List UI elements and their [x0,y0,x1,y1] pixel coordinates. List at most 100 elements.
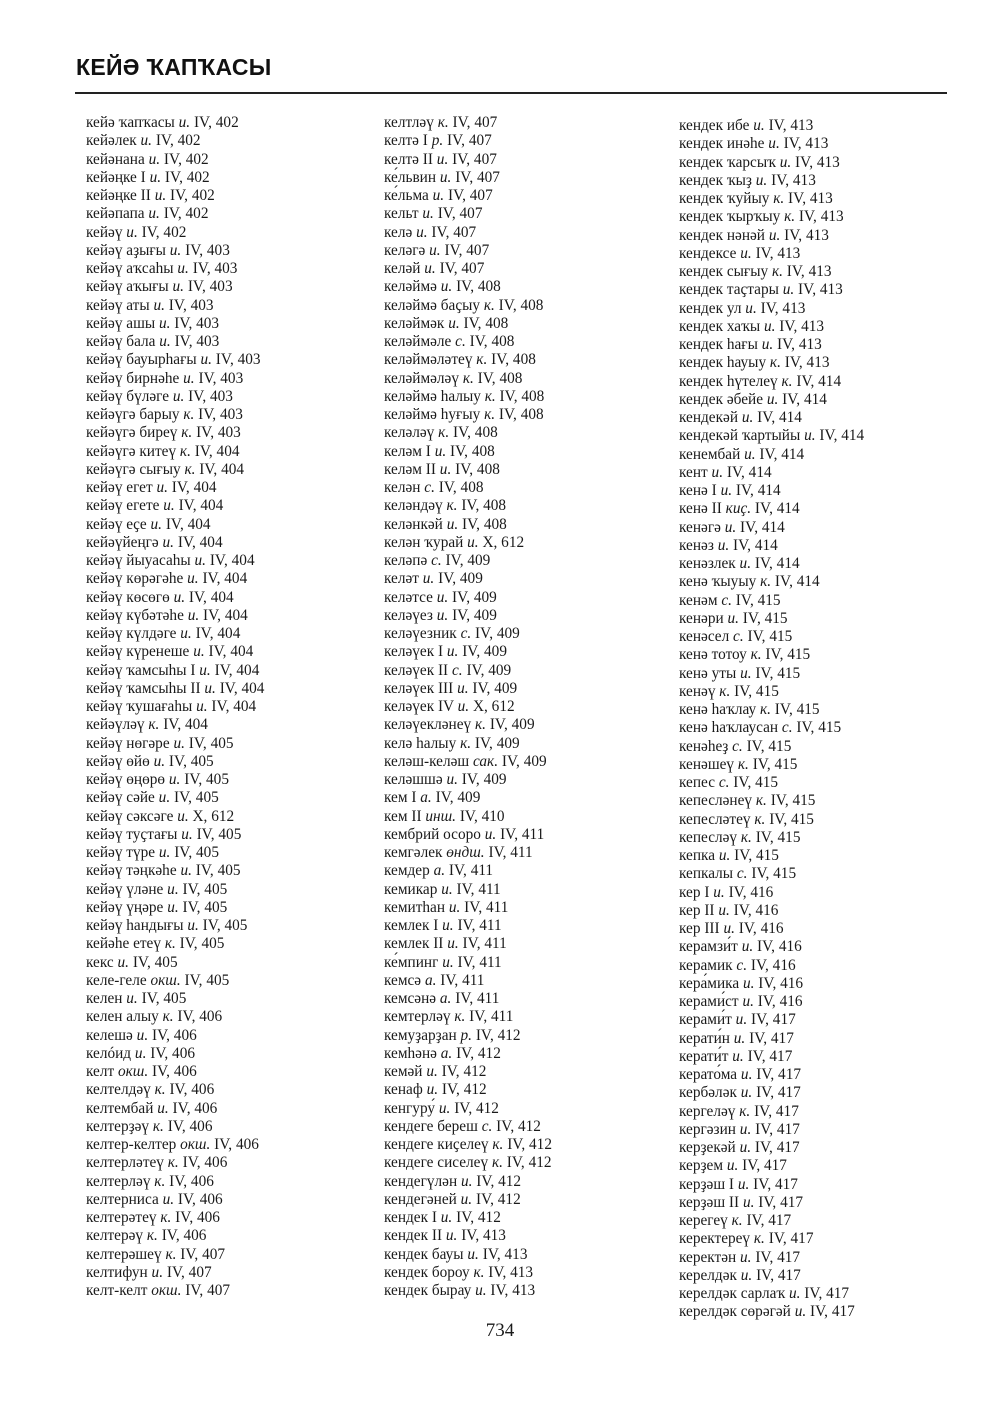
reference: IV, 405 [182,898,228,916]
headword: келтерәү [86,1227,144,1245]
index-entry: келәтсе и. IV, 409 [384,589,552,607]
headword: кейәү өңөрө [86,771,166,788]
reference: IV, 407 [180,1245,226,1263]
reference: IV, 411 [457,953,502,971]
reference: IV, 415 [774,701,820,718]
part-of-speech: к. [754,810,766,828]
index-entry: келәшшә и. IV, 409 [384,771,552,789]
headword: кемсәнә [384,990,437,1007]
headword: кейәһе етеү [86,935,161,953]
headword: кендек таҫтары [679,281,779,299]
headword: кендегәней [384,1190,457,1208]
index-entry: кейәү аҡығы и. IV, 403 [86,278,264,296]
headword: кемһәнә [384,1044,437,1062]
reference: IV, 403 [174,314,220,332]
part-of-speech: и. [741,938,754,956]
headword: керамзи́т [679,938,738,956]
headword: кенә II [679,500,722,518]
reference: IV, 416 [757,938,802,956]
index-entry: келәгә и. IV, 407 [384,242,552,260]
index-entry: келәүек II с. IV, 409 [384,662,552,680]
reference: IV, 411 [464,898,509,916]
reference: IV, 412 [441,1081,487,1099]
part-of-speech: с. [721,591,732,609]
headword: керелдәк сөрәгәй [679,1303,791,1321]
index-entry: келәнкәй и. IV, 408 [384,516,552,534]
headword: кендексе [679,244,737,262]
headword: кейәү бирнәһе [86,369,180,387]
headword: келтләү [384,114,434,131]
reference: IV, 409 [474,734,520,752]
reference: IV, 413 [760,299,806,317]
headword: кендегүлән [384,1172,458,1190]
reference: IV, 415 [742,609,788,627]
index-entry: келән ҡурай и. X, 612 [384,534,552,552]
reference: IV, 403 [215,351,261,369]
part-of-speech: и. [755,171,768,189]
index-entry: кейәү нөгәре и. IV, 405 [86,735,264,753]
part-of-speech: и. [429,241,441,259]
reference: IV, 404 [194,442,240,460]
index-entry: келәймә һалыу к. IV, 408 [384,388,552,406]
index-entry: кер III и. IV, 416 [679,920,864,938]
index-entry: кейәү аҙығы и. IV, 403 [86,242,264,260]
index-entry: келән с. IV, 408 [384,479,552,497]
headword: кемгәлек [384,844,443,861]
part-of-speech: к. [454,1008,466,1026]
index-entry: кенәсел с. IV, 415 [679,628,864,646]
part-of-speech: и. [134,1044,147,1062]
headword: келәтсе [384,588,433,606]
index-entry: келтерҙәү к. IV, 406 [86,1118,264,1136]
part-of-speech: сак. [473,752,499,770]
index-entry: керати́т и. IV, 417 [679,1048,864,1066]
reference: IV, 417 [749,1029,794,1047]
part-of-speech: и. [426,1081,439,1099]
reference: IV, 412 [456,1209,501,1226]
index-entry: кендек II и. IV, 413 [384,1227,552,1245]
reference: IV, 413 [482,1245,528,1263]
part-of-speech: и. [436,150,449,168]
headword: келәймә һалыу [384,387,481,405]
reference: IV, 415 [769,810,814,828]
reference: IV, 411 [448,862,494,880]
reference: IV, 415 [796,719,842,737]
part-of-speech: с. [455,333,466,350]
index-entry: кейәүгә сығыу к. IV, 404 [86,461,264,479]
headword: кейәү ҡушағаһы [86,698,193,715]
index-column-2: келтләү к. IV, 407 келтә I р. IV, 407 келт… [384,114,552,1300]
part-of-speech: к. [146,1227,158,1245]
reference: IV, 412 [454,1099,499,1117]
part-of-speech: к. [731,1212,743,1229]
reference: IV, 417 [758,1193,804,1211]
part-of-speech: и. [739,1120,752,1138]
headword: кемитһан [384,898,446,916]
index-entry: кейәү бала и. IV, 403 [86,333,264,351]
reference: IV, 409 [472,679,518,697]
part-of-speech: и. [740,1266,753,1284]
index-entry: керами́т и. IV, 417 [679,1011,864,1029]
index-entry: кейәү ҡамсыһы II и. IV, 404 [86,680,264,698]
index-entry: кейәү бирнәһе и. IV, 403 [86,370,264,388]
reference: IV, 412 [506,1154,552,1172]
index-entry: келәм I и. IV, 408 [384,443,552,461]
index-entry: кейәпапа и. IV, 402 [86,205,264,223]
index-entry: кенә I и. IV, 414 [679,482,864,500]
part-of-speech: и. [140,132,152,150]
index-entry: кенембай и. IV, 414 [679,446,864,464]
headword: кемлек II [384,935,444,953]
reference: IV, 417 [754,1102,799,1120]
part-of-speech: и. [720,482,733,499]
reference: IV, 404 [177,533,223,551]
headword: керегеү [679,1212,728,1229]
reference: IV, 416 [758,974,804,992]
headword: кендек һағы [679,336,758,353]
headword: керектән [679,1248,737,1266]
index-entry: келтерәшеү к. IV, 407 [86,1246,264,1264]
index-entry: кейәү үләне и. IV, 405 [86,881,264,899]
index-entry: кейәүләү к. IV, 404 [86,716,264,734]
part-of-speech: к. [491,1154,503,1172]
index-entry: кенәү к. IV, 415 [679,683,864,701]
headword: келән [384,479,421,496]
index-entry: кенә уты и. IV, 415 [679,665,864,683]
part-of-speech: окш. [180,1136,211,1153]
